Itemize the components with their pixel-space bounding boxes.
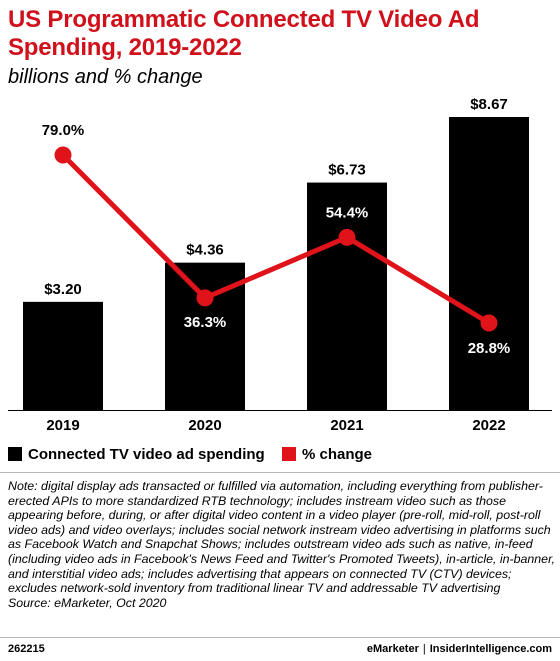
divider-bottom [0,637,560,638]
bar-label-2021: $6.73 [328,162,366,179]
bar-label-2019: $3.20 [44,281,82,298]
legend-item-change: % change [282,445,372,465]
brand-insider: InsiderIntelligence.com [429,643,552,655]
tick-label-2022: 2022 [472,417,505,434]
point-2020 [196,289,214,307]
bar-2022 [449,117,529,410]
footer-brand: eMarketer | InsiderIntelligence.com [367,643,552,655]
source-text: Source: eMarketer, Oct 2020 [8,595,167,610]
legend-label-change: % change [302,446,373,463]
tick-label-2019: 2019 [46,417,79,434]
legend-swatch-spending [8,447,22,461]
chart-id: 262215 [8,643,45,655]
bar-label-2020: $4.36 [186,242,224,259]
point-2022 [480,314,498,332]
bar-label-2022: $8.67 [470,96,508,113]
line-label-2020: 36.3% [184,314,227,331]
tick-label-2021: 2021 [330,417,363,434]
point-2019 [54,146,72,164]
note-block: Note: digital display ads transacted or … [8,479,556,610]
chart-subtitle: billions and % change [8,66,203,88]
combo-chart: 2019 2020 2021 2022 $3.20 $4.36 $6.73 $8.67 79.0… [8,96,552,434]
note-text: Note: digital display ads transacted or … [8,479,555,596]
line-label-2022: 28.8% [468,340,511,357]
legend-swatch-change [282,447,296,461]
line-label-2021: 54.4% [326,204,369,221]
divider-top [0,472,560,473]
legend-item-spending: Connected TV video ad spending [8,445,265,465]
legend-label-spending: Connected TV video ad spending [28,446,265,463]
bar-2019 [23,301,103,410]
point-2021 [338,228,356,246]
chart-title: US Programmatic Connected TV Video Ad Sp… [8,6,480,61]
line-percent-change [61,153,491,326]
brand-separator: | [422,643,426,655]
line-label-2019: 79.0% [42,122,85,139]
bar-2021 [307,182,387,410]
tick-label-2020: 2020 [188,417,221,434]
brand-emarketer: eMarketer [366,643,419,655]
